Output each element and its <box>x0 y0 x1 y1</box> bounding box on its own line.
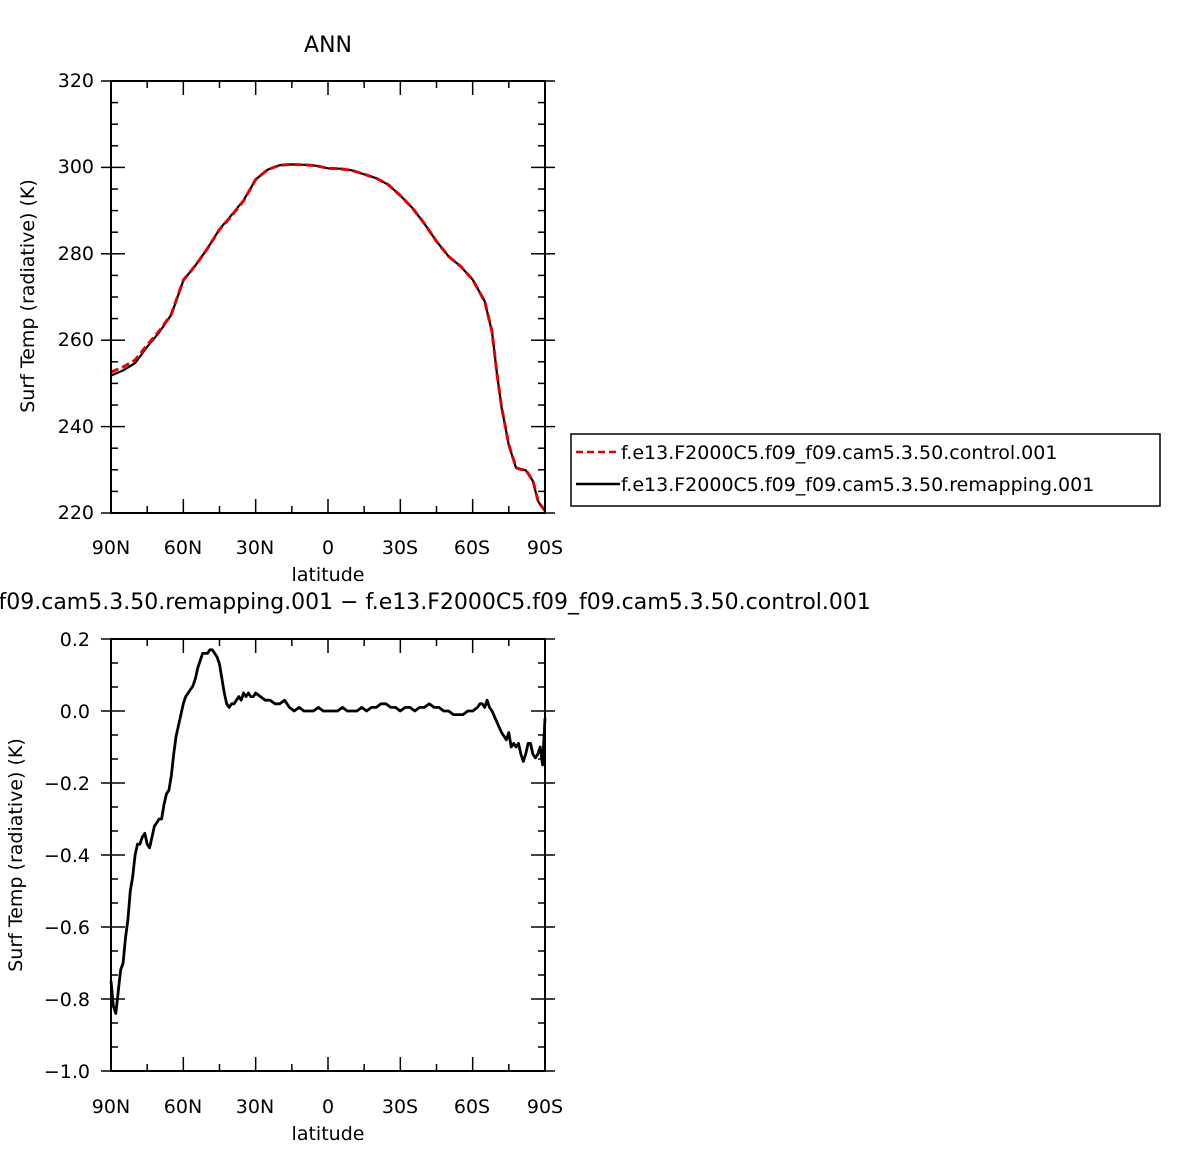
top-title: ANN <box>304 33 352 58</box>
x-tick-label: 90S <box>527 537 563 559</box>
bottom-x-axis-label: latitude <box>292 1123 365 1145</box>
legend: f.e13.F2000C5.f09_f09.cam5.3.50.control.… <box>570 433 1161 507</box>
x-tick-label: 0 <box>322 537 334 559</box>
bottom-panel: f.e13.F2000C5.f09_f09.cam5.3.50.remappin… <box>0 590 871 1145</box>
bottom-y-tick-labels: −1.0 −0.8 −0.6 −0.4 −0.2 0.0 0.2 <box>44 629 90 1083</box>
x-tick-label: 30N <box>236 537 274 559</box>
legend-label-remapping: f.e13.F2000C5.f09_f09.cam5.3.50.remappin… <box>621 474 1094 496</box>
x-tick-label: 30S <box>382 1096 418 1118</box>
series-line-difference <box>109 648 547 1015</box>
top-x-axis-label: latitude <box>292 564 365 586</box>
y-tick-label: −1.0 <box>44 1061 90 1083</box>
top-y-axis-label: Surf Temp (radiative) (K) <box>17 179 39 413</box>
x-tick-label: 30S <box>382 537 418 559</box>
y-tick-label: 240 <box>58 416 94 438</box>
series-line-remapping <box>110 163 546 512</box>
legend-label-control: f.e13.F2000C5.f09_f09.cam5.3.50.control.… <box>621 442 1057 464</box>
y-tick-label: 220 <box>58 502 94 524</box>
y-tick-label: −0.6 <box>44 917 90 939</box>
plot-frame <box>110 80 546 514</box>
bottom-x-tick-labels: 90N 60N 30N 0 30S 60S 90S <box>92 1096 563 1118</box>
plot-frame <box>110 638 546 1072</box>
y-tick-label: 0.2 <box>60 629 90 651</box>
y-tick-label: −0.2 <box>44 773 90 795</box>
top-y-tick-labels: 220 240 260 280 300 320 <box>58 70 94 524</box>
top-x-tick-labels: 90N 60N 30N 0 30S 60S 90S <box>92 537 563 559</box>
bottom-title: f.e13.F2000C5.f09_f09.cam5.3.50.remappin… <box>0 590 871 615</box>
top-panel: ANN 90N 60N 30N 0 30S 60S 90S 220 240 26… <box>17 33 1161 586</box>
bottom-y-axis-label: Surf Temp (radiative) (K) <box>5 738 27 972</box>
x-tick-label: 90N <box>92 537 130 559</box>
y-tick-label: 0.0 <box>60 701 90 723</box>
y-tick-label: −0.4 <box>44 845 90 867</box>
x-tick-label: 30N <box>236 1096 274 1118</box>
y-tick-label: 320 <box>58 70 94 92</box>
x-tick-label: 0 <box>322 1096 334 1118</box>
x-tick-label: 60N <box>164 1096 202 1118</box>
legend-frame <box>570 433 1161 507</box>
y-tick-label: 300 <box>58 156 94 178</box>
x-tick-label: 60S <box>454 1096 490 1118</box>
x-tick-label: 60N <box>164 537 202 559</box>
y-tick-label: 280 <box>58 243 94 265</box>
x-tick-label: 90S <box>527 1096 563 1118</box>
series-line-control <box>110 162 547 512</box>
ticks <box>101 80 555 514</box>
y-tick-label: 260 <box>58 329 94 351</box>
y-tick-label: −0.8 <box>44 989 90 1011</box>
x-tick-label: 60S <box>454 537 490 559</box>
x-tick-label: 90N <box>92 1096 130 1118</box>
